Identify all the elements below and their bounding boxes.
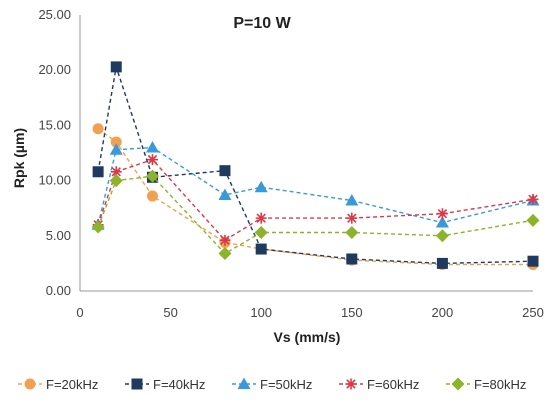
x-tick-label: 150 <box>341 305 363 320</box>
x-tick-label: 100 <box>250 305 272 320</box>
data-point <box>219 234 231 246</box>
data-point <box>219 165 231 177</box>
data-point <box>91 220 105 234</box>
x-tick-label: 200 <box>432 305 454 320</box>
data-point <box>345 225 359 239</box>
data-point <box>255 243 267 255</box>
legend-marker <box>131 378 143 390</box>
y-tick-label: 10.00 <box>38 173 71 188</box>
legend-label: F=80kHz <box>474 377 526 392</box>
legend: F=20kHz F=40kHz F=50kHz F=60kHz F=80kHz <box>18 377 526 392</box>
y-tick-label: 0.00 <box>46 283 71 298</box>
series-f-80khz <box>91 169 540 260</box>
legend-item: F=50kHz <box>232 377 312 392</box>
legend-marker <box>237 377 251 389</box>
data-point <box>110 136 122 148</box>
data-point <box>436 257 448 269</box>
y-tick-label: 5.00 <box>46 228 71 243</box>
data-point <box>345 193 359 206</box>
series-f-40khz <box>92 61 539 269</box>
data-point <box>254 225 268 239</box>
data-point <box>109 143 123 155</box>
data-point <box>527 255 539 267</box>
x-tick-label: 0 <box>76 305 83 320</box>
x-tick-label: 50 <box>163 305 177 320</box>
series-line <box>97 146 534 225</box>
series-f-20khz <box>92 123 539 271</box>
legend-label: F=20kHz <box>46 377 98 392</box>
data-point <box>346 253 358 265</box>
legend-item: F=40kHz <box>125 377 205 392</box>
data-point <box>110 166 122 178</box>
series-f-50khz <box>91 140 540 230</box>
data-point <box>346 212 358 224</box>
y-tick-label: 25.00 <box>38 7 71 22</box>
legend-label: F=60kHz <box>367 377 419 392</box>
data-point <box>109 174 123 188</box>
data-point <box>435 216 449 228</box>
series-f-60khz <box>92 154 539 246</box>
axes <box>79 15 533 292</box>
x-axis-title: Vs (mm/s) <box>274 329 341 345</box>
data-point <box>436 208 448 220</box>
data-point <box>255 212 267 224</box>
series-line <box>97 175 534 255</box>
legend-item: F=20kHz <box>18 377 98 392</box>
legend-label: F=40kHz <box>153 377 205 392</box>
data-point <box>146 154 158 166</box>
legend-label: F=50kHz <box>260 377 312 392</box>
data-point <box>218 246 232 260</box>
series-line <box>97 158 534 242</box>
x-tick-label: 250 <box>522 305 544 320</box>
data-point <box>527 193 539 205</box>
data-point <box>145 140 159 153</box>
legend-marker <box>345 378 357 390</box>
data-point <box>526 213 540 227</box>
tick-labels: 0.00 5.00 10.00 15.00 20.00 25.00 0 50 100 150 200… <box>38 7 543 320</box>
y-tick-label: 15.00 <box>38 117 71 132</box>
data-point <box>254 180 268 193</box>
plot-area <box>91 61 540 271</box>
data-point <box>92 166 104 178</box>
legend-marker <box>24 378 36 390</box>
series-line <box>97 128 533 266</box>
data-point <box>145 169 159 183</box>
series-line <box>97 66 534 265</box>
y-tick-label: 20.00 <box>38 62 71 77</box>
data-point <box>92 123 104 135</box>
y-axis-title: Rpk (µm) <box>11 128 27 188</box>
data-point <box>435 229 449 243</box>
chart-title: P=10 W <box>233 15 291 32</box>
legend-marker <box>451 377 465 391</box>
legend-item: F=80kHz <box>446 377 526 392</box>
data-point <box>218 188 232 200</box>
data-point <box>146 190 158 202</box>
data-point <box>110 61 122 73</box>
legend-item: F=60kHz <box>339 377 419 392</box>
